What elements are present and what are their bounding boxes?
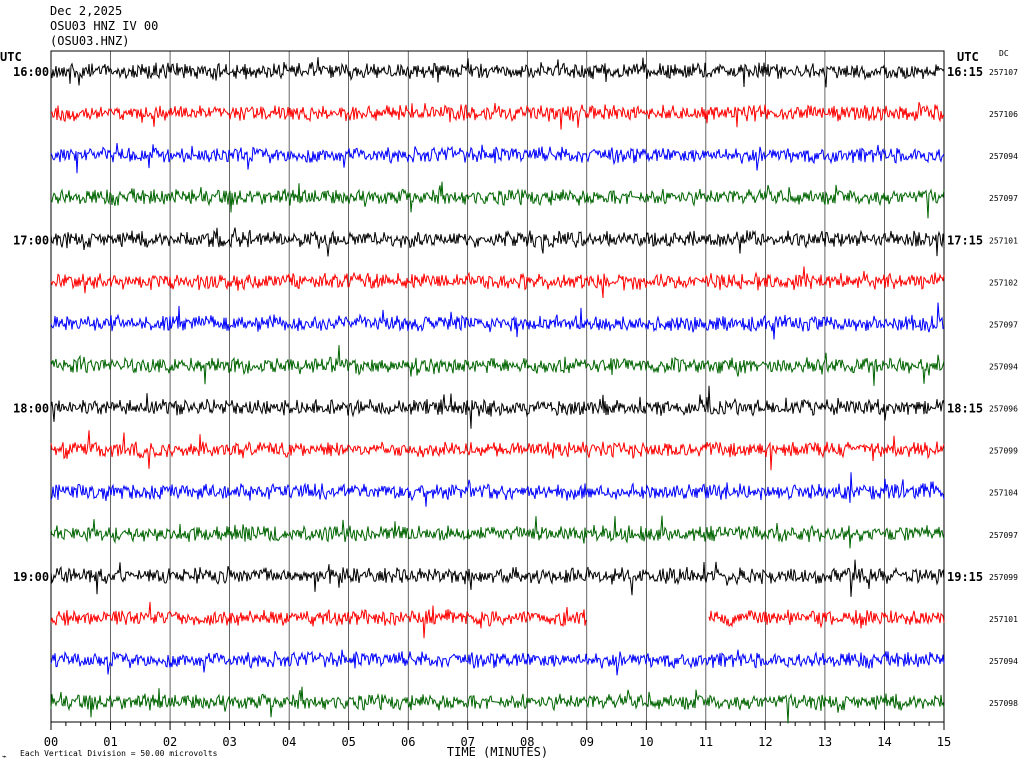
trace-dc-value: 257099 — [989, 573, 1018, 582]
x-tick-label: 06 — [401, 735, 415, 749]
trace-line — [50, 559, 945, 597]
trace-line — [50, 142, 945, 174]
trace-line — [50, 227, 945, 257]
trace-line — [50, 345, 945, 386]
x-tick-label: 12 — [758, 735, 772, 749]
trace-line — [50, 686, 945, 724]
trace-dc-value: 257101 — [989, 236, 1018, 245]
dc-title: DC — [999, 49, 1009, 58]
x-tick-label: 08 — [520, 735, 534, 749]
trace-dc-value: 257104 — [989, 489, 1018, 498]
trace-line — [50, 302, 945, 340]
trace-dc-value: 257102 — [989, 278, 1018, 287]
trace-dc-value: 257107 — [989, 68, 1018, 77]
hour-label-right: 16:15 — [947, 65, 983, 79]
x-tick-label: 09 — [580, 735, 594, 749]
trace-line — [50, 472, 945, 507]
trace-dc-value: 257096 — [989, 405, 1018, 414]
trace-dc-value: 257097 — [989, 320, 1018, 329]
trace-dc-value: 257097 — [989, 531, 1018, 540]
trace-line — [50, 430, 945, 471]
scale-note: Each Vertical Division = 50.00 microvolt… — [20, 749, 218, 758]
hour-label-left: 17:00 — [13, 233, 49, 247]
trace-dc-value: 257106 — [989, 110, 1018, 119]
x-tick-label: 10 — [639, 735, 653, 749]
trace-line — [50, 649, 945, 676]
station-label: OSU03 HNZ IV 00 — [50, 19, 159, 33]
trace-dc-value: 257098 — [989, 699, 1018, 708]
x-tick-label: 11 — [699, 735, 713, 749]
x-tick-label: 00 — [44, 735, 58, 749]
trace-dc-value: 257094 — [989, 657, 1018, 666]
x-tick-label: 02 — [163, 735, 177, 749]
trace-dc-value: 257099 — [989, 447, 1018, 456]
hour-label-left: 16:00 — [13, 65, 49, 79]
trace-line — [50, 57, 945, 88]
trace-dc-value: 257097 — [989, 194, 1018, 203]
hour-label-right: 19:15 — [947, 570, 983, 584]
scale-icon: ⌁ — [2, 752, 7, 761]
left-utc-title: UTC — [0, 50, 22, 64]
x-tick-label: 14 — [877, 735, 891, 749]
right-utc-title: UTC — [957, 50, 979, 64]
station-code-label: (OSU03.HNZ) — [50, 34, 130, 48]
hour-label-right: 17:15 — [947, 233, 983, 247]
x-tick-label: 03 — [222, 735, 236, 749]
trace-line — [50, 601, 945, 639]
trace-line — [50, 515, 945, 549]
trace-dc-value: 257094 — [989, 152, 1018, 161]
hour-label-left: 18:00 — [13, 402, 49, 416]
trace-line — [50, 266, 945, 299]
x-tick-label: 15 — [937, 735, 951, 749]
x-tick-label: 04 — [282, 735, 296, 749]
x-tick-label: 05 — [341, 735, 355, 749]
date-label: Dec 2,2025 — [50, 4, 123, 18]
x-axis-title: TIME (MINUTES) — [447, 745, 548, 759]
x-tick-label: 13 — [818, 735, 832, 749]
x-tick-label: 01 — [103, 735, 117, 749]
x-tick-label: 07 — [461, 735, 475, 749]
trace-line — [50, 181, 945, 219]
trace-dc-value: 257101 — [989, 615, 1018, 624]
trace-dc-value: 257094 — [989, 362, 1018, 371]
hour-label-right: 18:15 — [947, 402, 983, 416]
hour-label-left: 19:00 — [13, 570, 49, 584]
trace-line — [50, 385, 945, 429]
trace-line — [50, 102, 945, 130]
